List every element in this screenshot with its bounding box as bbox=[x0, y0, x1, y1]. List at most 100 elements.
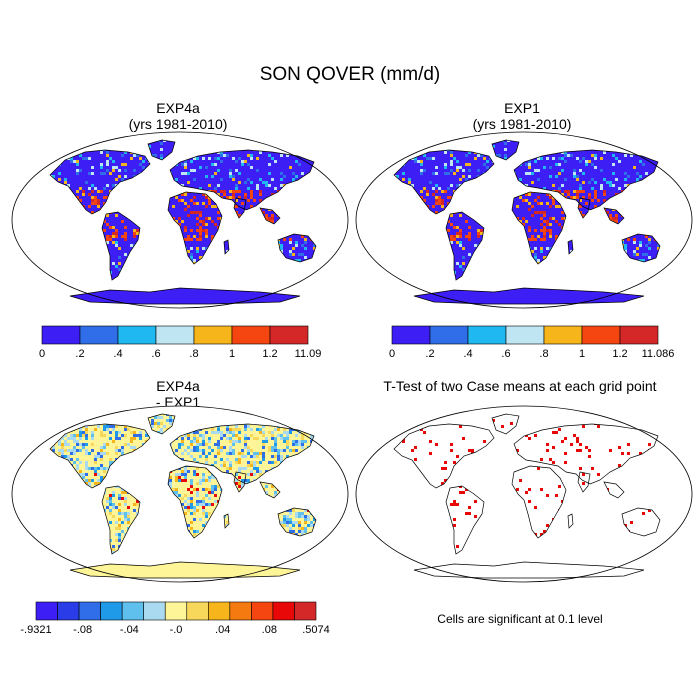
colorbar-tick-label: .8 bbox=[539, 348, 548, 360]
colorbar-swatch bbox=[100, 601, 123, 621]
coastline-australia bbox=[277, 507, 317, 537]
coastline-southAmerica bbox=[101, 211, 141, 281]
colorbar-tick-label: .5074 bbox=[302, 624, 330, 636]
colorbar-swatch bbox=[41, 325, 81, 345]
colorbar-swatch bbox=[251, 601, 274, 621]
colorbar-swatch bbox=[193, 325, 233, 345]
colorbar-tick-label: .8 bbox=[189, 348, 198, 360]
coastline-southAmerica bbox=[445, 211, 485, 281]
colorbar-swatch bbox=[619, 325, 659, 345]
colorbar-tick-label: .04 bbox=[215, 624, 230, 636]
colorbar-tick-label: 1.2 bbox=[262, 348, 277, 360]
panel-1-title: EXP4a (yrs 1981-2010) bbox=[18, 100, 338, 132]
colorbar-tick-label: 1.2 bbox=[612, 348, 627, 360]
colorbar-tick-label: 0 bbox=[39, 348, 45, 360]
coastline-greenland bbox=[147, 413, 176, 435]
coastline-seAsia bbox=[603, 207, 625, 225]
coastline-india bbox=[577, 197, 591, 219]
colorbar-tick-label: 11.086 bbox=[642, 348, 675, 360]
colorbar-panel-1 bbox=[41, 325, 309, 345]
coastline-seAsia bbox=[603, 481, 625, 499]
colorbar-swatch bbox=[57, 601, 80, 621]
colorbar-swatch bbox=[164, 601, 188, 621]
colorbar-swatch bbox=[78, 601, 101, 621]
colorbar-swatch bbox=[35, 601, 58, 621]
colorbar-swatch bbox=[294, 601, 317, 621]
colorbar-swatch bbox=[231, 325, 271, 345]
colorbar-swatch bbox=[121, 601, 144, 621]
colorbar-panel-3 bbox=[35, 601, 317, 621]
colorbar-swatch bbox=[429, 325, 469, 345]
panel-1-title-line2: (yrs 1981-2010) bbox=[18, 116, 338, 132]
colorbar-swatch bbox=[272, 601, 295, 621]
colorbar-swatch bbox=[543, 325, 583, 345]
coastline-africa bbox=[167, 465, 223, 539]
panel-2-title-line1: EXP1 bbox=[362, 100, 682, 116]
colorbar-tick-label: 11.09 bbox=[295, 348, 322, 360]
figure-title: SON QOVER (mm/d) bbox=[0, 64, 700, 86]
coastline-australia bbox=[621, 507, 661, 537]
colorbar-tick-label: .4 bbox=[463, 348, 472, 360]
coastline-antarctica bbox=[413, 561, 645, 579]
coastline-australia bbox=[621, 233, 661, 263]
colorbar-swatch bbox=[155, 325, 195, 345]
colorbar-swatch bbox=[186, 601, 209, 621]
panel-2-title-line2: (yrs 1981-2010) bbox=[362, 116, 682, 132]
coastline-eurasia bbox=[169, 149, 315, 211]
colorbar-tick-label: .6 bbox=[151, 348, 160, 360]
panel-1-title-line1: EXP4a bbox=[18, 100, 338, 116]
coastline-northAmerica bbox=[49, 423, 151, 489]
coastline-madagascar bbox=[567, 239, 574, 255]
panel-2-title: EXP1 (yrs 1981-2010) bbox=[362, 100, 682, 132]
colorbar-swatch bbox=[505, 325, 545, 345]
map-panel-exp1 bbox=[355, 131, 693, 309]
coastline-seAsia bbox=[259, 481, 281, 499]
significance-note: Cells are significant at 0.1 level bbox=[360, 612, 680, 626]
coastline-greenland bbox=[491, 139, 520, 161]
coastline-antarctica bbox=[413, 287, 645, 305]
colorbar-panel-2 bbox=[391, 325, 659, 345]
panel-4-title: T-Test of two Case means at each grid po… bbox=[346, 378, 694, 394]
colorbar-tick-label: 0 bbox=[389, 348, 395, 360]
map-background bbox=[356, 406, 692, 582]
coastline-antarctica bbox=[69, 287, 301, 305]
colorbar-swatch bbox=[143, 601, 166, 621]
map-panel-exp4a bbox=[11, 131, 349, 309]
map-border bbox=[355, 131, 693, 309]
panel-3-title-line1: EXP4a bbox=[18, 378, 338, 394]
map-border bbox=[11, 131, 349, 309]
coastline-greenland bbox=[491, 413, 520, 435]
coastline-northAmerica bbox=[393, 423, 495, 489]
coastline-madagascar bbox=[223, 513, 230, 529]
colorbar-swatch bbox=[79, 325, 119, 345]
map-panel-ttest bbox=[355, 405, 693, 583]
colorbar-swatch bbox=[269, 325, 309, 345]
colorbar-swatch bbox=[391, 325, 431, 345]
colorbar-tick-label: -.9321 bbox=[20, 624, 51, 636]
coastline-southAmerica bbox=[445, 485, 485, 555]
coastline-australia bbox=[277, 233, 317, 263]
colorbar-tick-label: .6 bbox=[501, 348, 510, 360]
map-border bbox=[355, 405, 693, 583]
map-panel-difference bbox=[11, 405, 349, 583]
colorbar-swatch bbox=[581, 325, 621, 345]
coastline-india bbox=[577, 471, 591, 493]
coastline-india bbox=[233, 471, 247, 493]
colorbar-swatch bbox=[229, 601, 252, 621]
coastline-antarctica bbox=[69, 561, 301, 579]
coastline-eurasia bbox=[513, 423, 659, 485]
coastline-africa bbox=[511, 191, 567, 265]
colorbar-tick-label: .4 bbox=[113, 348, 122, 360]
coastline-eurasia bbox=[513, 149, 659, 211]
colorbar-tick-label: .08 bbox=[262, 624, 277, 636]
coastline-madagascar bbox=[567, 513, 574, 529]
colorbar-tick-label: .2 bbox=[75, 348, 84, 360]
colorbar-tick-label: 1 bbox=[579, 348, 585, 360]
colorbar-tick-label: 1 bbox=[229, 348, 235, 360]
coastline-southAmerica bbox=[101, 485, 141, 555]
colorbar-tick-label: .2 bbox=[425, 348, 434, 360]
colorbar-swatch bbox=[117, 325, 157, 345]
coastline-seAsia bbox=[259, 207, 281, 225]
colorbar-swatch bbox=[208, 601, 231, 621]
colorbar-tick-label: -.04 bbox=[120, 624, 139, 636]
